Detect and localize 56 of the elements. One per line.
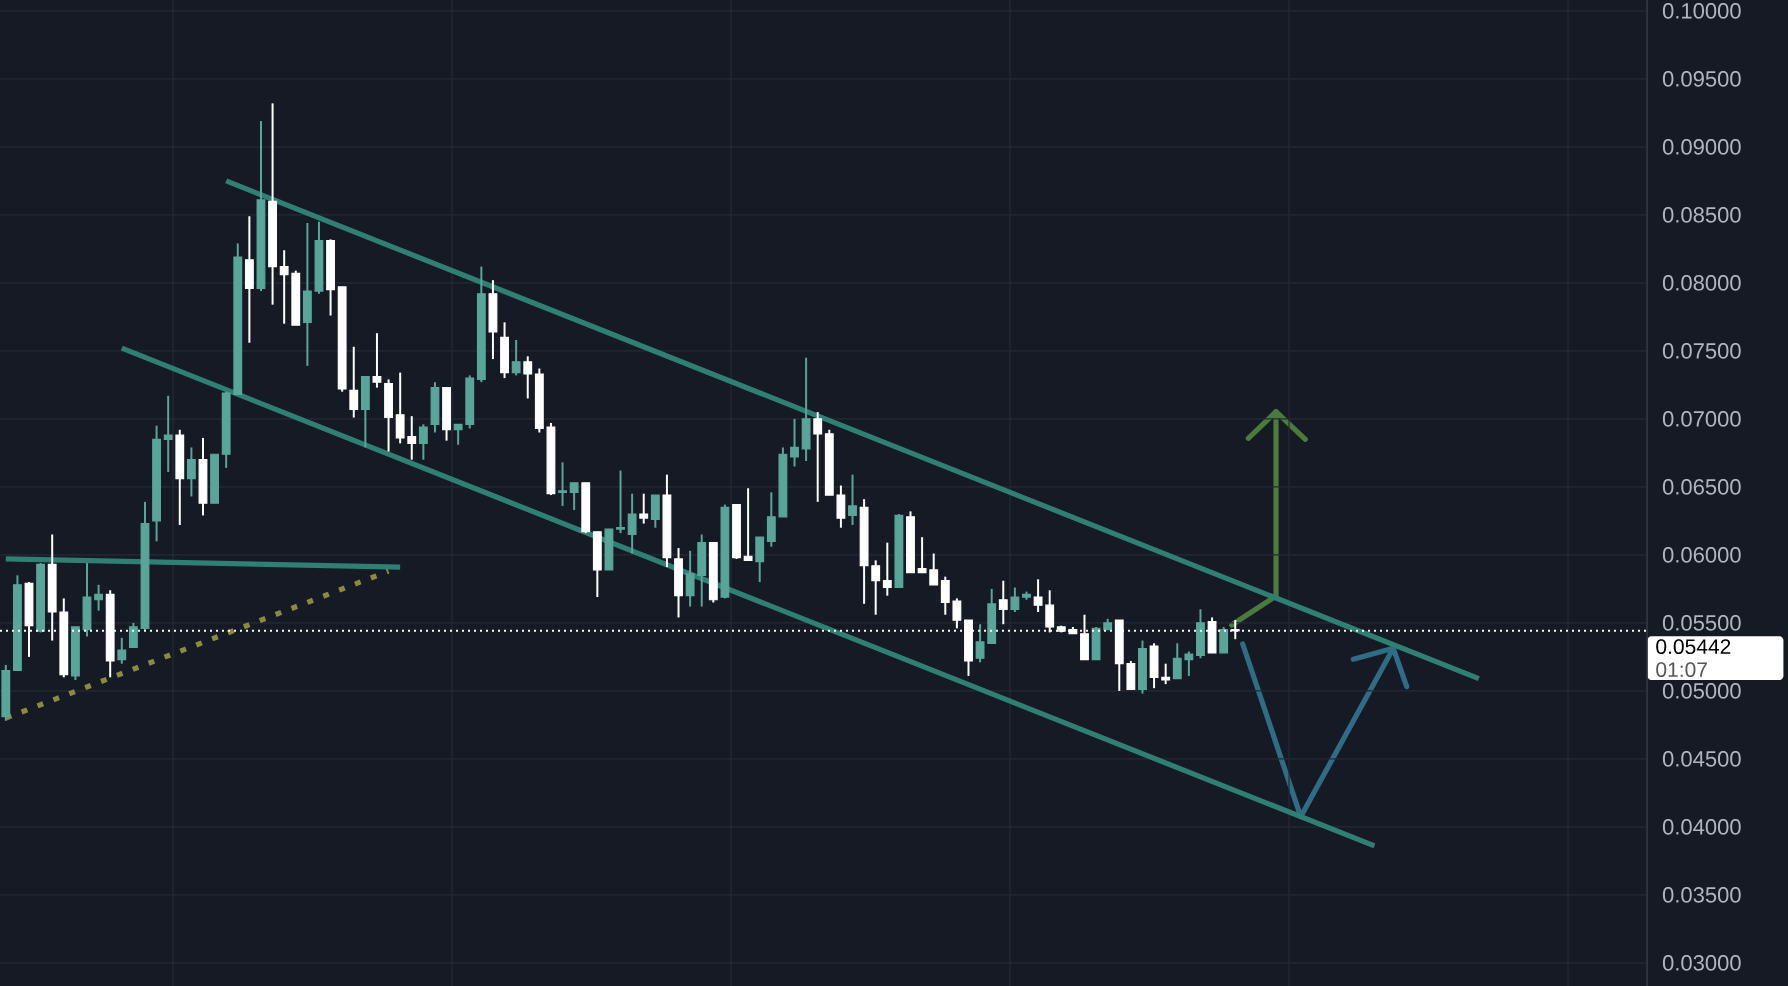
candlestick — [975, 623, 985, 664]
y-tick-label: 0.05500 — [1662, 615, 1741, 631]
candlestick — [743, 487, 753, 562]
y-tick-label: 0.06500 — [1662, 479, 1741, 495]
candlestick — [349, 345, 359, 419]
candlestick — [639, 492, 649, 525]
candlestick — [1161, 662, 1171, 686]
candlestick — [917, 536, 927, 574]
candlestick — [128, 621, 138, 649]
candlestick — [117, 636, 127, 665]
candlestick — [372, 332, 382, 389]
y-tick-label: 0.10000 — [1662, 3, 1741, 19]
y-tick-label: 0.03000 — [1662, 955, 1741, 971]
candlestick — [1172, 642, 1182, 680]
y-tick-label: 0.03500 — [1662, 887, 1741, 903]
candlestick — [940, 575, 950, 616]
y-tick-label: 0.08000 — [1662, 275, 1741, 291]
candlestick — [163, 394, 173, 473]
candlestick — [453, 423, 463, 446]
candlestick — [279, 249, 289, 325]
candlestick — [418, 423, 428, 461]
candlestick — [685, 549, 695, 608]
candlestick — [558, 461, 567, 507]
candlestick — [813, 411, 823, 503]
y-tick-label: 0.07500 — [1662, 343, 1741, 359]
y-tick-label: 0.04500 — [1662, 751, 1741, 767]
y-tick-label: 0.08500 — [1662, 207, 1741, 223]
candlestick — [407, 415, 417, 461]
candlestick — [871, 559, 881, 616]
candlestick — [998, 579, 1008, 626]
y-tick-label: 0.04000 — [1662, 819, 1741, 835]
candlestick — [1219, 625, 1229, 654]
candlestick — [523, 355, 533, 400]
candlestick — [395, 371, 405, 445]
candlestick — [511, 339, 521, 377]
candlestick — [627, 492, 637, 555]
ref-line-label: 0.05442 — [1656, 639, 1731, 655]
candlestick — [186, 446, 196, 498]
text: 01:07 — [1656, 662, 1707, 678]
candlestick — [616, 469, 625, 535]
y-tick-label: 0.09000 — [1662, 139, 1741, 155]
y-tick-label: 0.07000 — [1662, 411, 1741, 427]
candlestick — [790, 417, 799, 468]
candlestick — [94, 583, 104, 612]
y-tick-label: 0.05000 — [1662, 683, 1741, 699]
candlestick — [1033, 578, 1043, 613]
candlestick — [882, 541, 892, 597]
candlestick — [1010, 586, 1020, 613]
candlestick — [929, 552, 939, 586]
candlestick — [569, 481, 579, 511]
candlestick — [836, 484, 846, 529]
y-tick-label: 0.06000 — [1662, 547, 1741, 563]
candlestick — [1184, 650, 1194, 677]
y-tick-label: 0.09500 — [1662, 71, 1741, 87]
candlestick — [848, 473, 857, 526]
candlestick — [952, 597, 962, 630]
